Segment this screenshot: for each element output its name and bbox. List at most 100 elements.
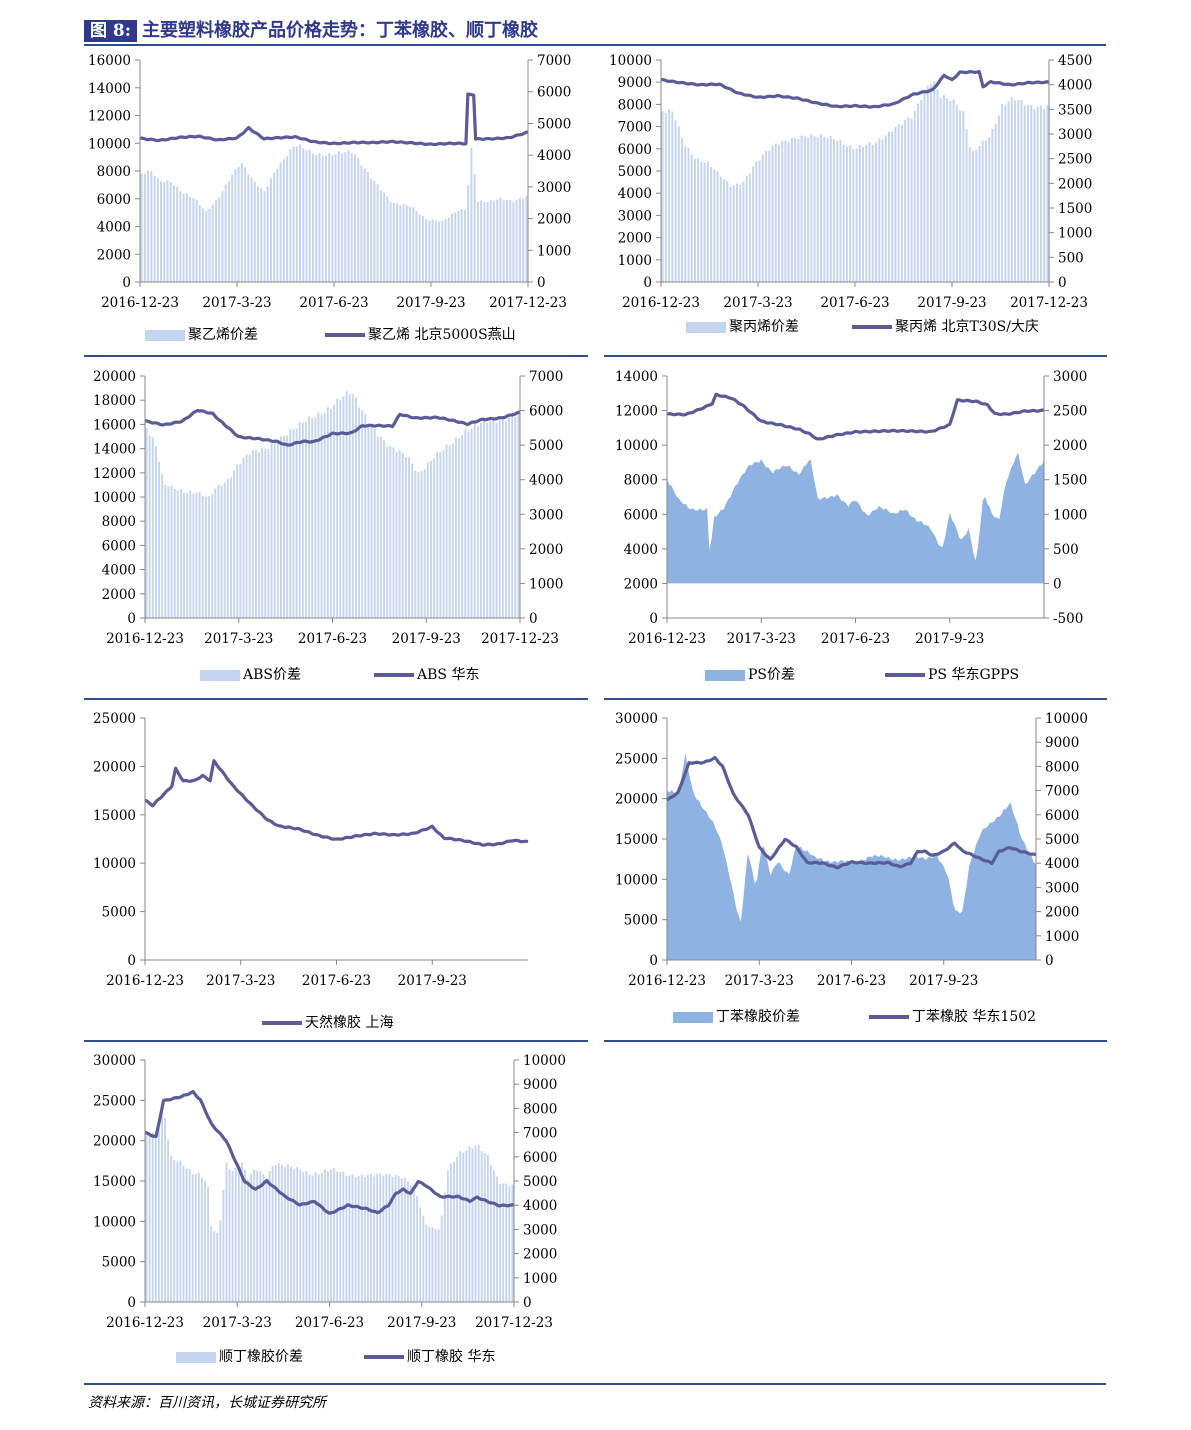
y-tick-label-right: 10000 [523,1053,566,1069]
bar [461,435,464,618]
bar [185,1168,188,1302]
bar [439,451,442,618]
y-tick-label-left: 2000 [618,231,652,247]
x-tick-label: 2017-3-23 [727,631,796,647]
legend-swatch [200,670,240,681]
bar [473,423,476,618]
bar [258,452,261,618]
bar [446,1170,449,1302]
bar [726,181,729,282]
bar [161,474,164,618]
bar [145,1133,148,1302]
bar [192,197,195,282]
bar [383,439,386,618]
bar [264,448,267,618]
y-tick-label-right: 4000 [523,1198,557,1214]
bar [994,124,997,282]
bar [339,400,342,618]
bar [269,178,272,282]
bar [373,428,376,618]
legend-swatch [325,333,365,337]
bar [163,182,166,282]
bar [483,1152,486,1302]
bar [755,161,758,282]
bar [198,491,201,618]
y-tick-label-left: 15000 [615,832,658,848]
bar [348,1175,351,1302]
bar [710,167,713,282]
bar [431,1227,434,1302]
bar [920,100,923,282]
bar [968,147,971,282]
bar [244,167,247,282]
y-tick-label-right: 2000 [1053,438,1087,454]
bar [234,169,237,282]
bar [277,1163,280,1302]
bar-series-pp [661,81,1049,283]
bar-series-br [145,1110,514,1302]
y-tick-label-left: 8000 [102,514,136,530]
legend-swatch [869,1015,909,1019]
bar [1036,106,1039,283]
bar [289,149,292,282]
y-tick-label-right: 8000 [523,1101,557,1117]
bar [173,488,176,618]
line-series-pp [660,69,1050,109]
area-series-ps [667,452,1044,584]
legend-label: 聚丙烯价差 [729,319,799,335]
bar [216,1232,219,1302]
bar [681,137,684,282]
bar [391,1176,394,1302]
bar [403,1177,406,1302]
bar [441,220,444,282]
bar [317,412,320,618]
bar [198,205,201,282]
bar [878,138,881,282]
bar [421,215,424,282]
y-tick-label-right: 5000 [1045,832,1079,848]
x-tick-label: 2017-12-23 [475,1315,553,1331]
bar [434,220,437,282]
legend-swatch [852,325,892,329]
bar [887,131,890,282]
bar [716,171,719,282]
bar [433,458,436,618]
bar [179,489,182,618]
bar [975,149,978,282]
y-tick-label-right: 10000 [1045,711,1088,727]
y-tick-label-right: 3000 [523,1222,557,1238]
legend-label: 顺丁橡胶价差 [219,1349,303,1365]
bar [499,1184,502,1302]
y-tick-label-left: 30000 [615,711,658,727]
bar [778,144,781,282]
bar [505,200,508,282]
bar [955,105,958,282]
y-tick-label-left: 2000 [624,576,658,592]
bar [273,172,276,282]
bar [205,210,208,282]
y-tick-label-left: 10000 [609,53,652,69]
bar [329,409,332,618]
bar [314,417,317,618]
y-tick-label-right: 2000 [537,212,571,228]
bar [952,99,955,282]
bar [324,155,327,282]
bar [304,421,307,618]
x-tick-label: 2017-3-23 [723,295,792,311]
bar [713,169,716,282]
bar [208,496,211,618]
bar [467,431,470,618]
bar [1001,104,1004,282]
y-tick-label-left: 1000 [618,253,652,269]
bar [354,154,357,282]
y-tick-label-right: 4000 [1045,856,1079,872]
y-tick-label-right: 0 [1058,275,1067,291]
bar [794,137,797,282]
bar [402,204,405,282]
bar-series-abs [145,391,520,618]
bar [386,196,389,282]
bar [336,1171,339,1302]
legend-swatch [176,1352,216,1363]
bar [972,151,975,282]
bar [396,203,399,282]
